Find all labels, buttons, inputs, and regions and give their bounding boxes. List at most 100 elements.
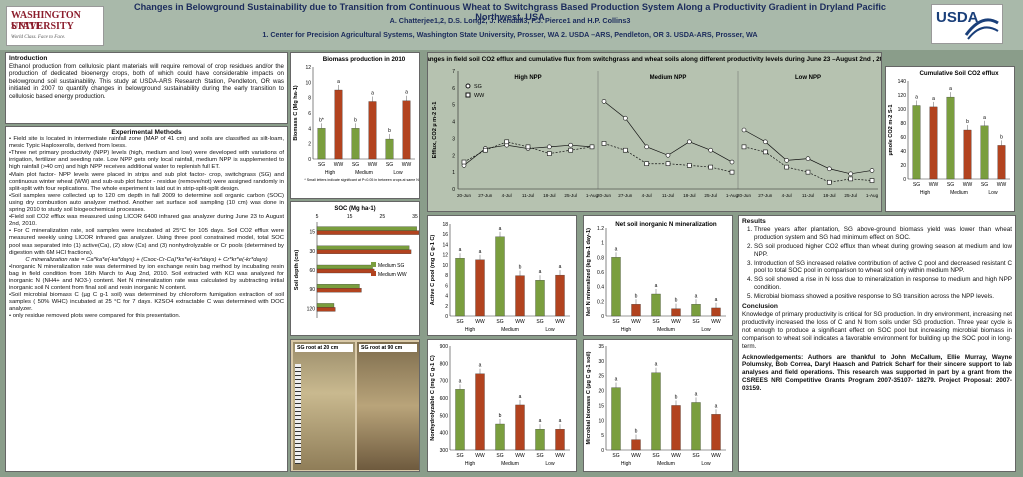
intro-heading: Introduction [9, 55, 48, 62]
bar [535, 429, 545, 451]
y-tick-label: 60 [900, 135, 906, 141]
significance-letter: a [559, 418, 562, 424]
y-tick-label: 6 [452, 86, 455, 92]
data-point [589, 144, 595, 150]
poster-header: WASHINGTON STATE UNIVERSITY World Class.… [0, 0, 1023, 50]
y-tick-label: 15 [598, 403, 604, 409]
y-tick-label: 1 [452, 170, 455, 176]
data-point [644, 161, 649, 167]
results-item: Microbial biomass showed a positive resp… [754, 293, 1012, 301]
panel-title: High NPP [514, 75, 541, 81]
chart-title: SOC (Mg ha-1) [334, 206, 375, 212]
y-axis-label: Nonhydrolyzable C (mg C g-1 C) [430, 355, 436, 441]
data-point [547, 144, 552, 150]
y-tick-label: 35 [598, 344, 604, 350]
group-label: High [325, 170, 336, 176]
significance-letter: a [539, 269, 542, 275]
significance-letter: b [635, 293, 638, 299]
soc-chart-panel: SOC (Mg ha-1) 5 15 25 35 Soil depth (cm) 15 30 6… [290, 201, 420, 336]
data-point [708, 147, 713, 153]
x-tick-label: 1-Aug [866, 193, 879, 198]
group-label: High [465, 461, 476, 467]
y-tick-label: 6 [445, 283, 448, 289]
y-axis-label: Biomass C (Mg ha-1) [293, 85, 299, 140]
x-tick-label: SG [318, 162, 325, 168]
legend-label: Medium WW [378, 272, 407, 278]
y-tick-label: 10 [598, 418, 604, 424]
x-tick-label: SG [536, 453, 543, 459]
data-point [644, 144, 649, 150]
photo-root-20cm: SG root at 20 cm [293, 342, 355, 470]
data-point [805, 156, 811, 161]
data-point [461, 159, 467, 165]
x-tick-label: SG [913, 182, 920, 188]
x-tick-label: WW [711, 319, 721, 325]
bar [402, 100, 411, 160]
bar [946, 96, 955, 180]
significance-letter: a [337, 79, 340, 85]
significance-letter: a [695, 293, 698, 299]
data-point [827, 179, 832, 185]
data-point [483, 147, 488, 153]
y-tick-label: 5 [452, 103, 455, 109]
y-tick-label: 80 [900, 121, 906, 127]
poster-affiliations: 1. Center for Precision Agricultural Sys… [262, 30, 758, 39]
x-tick-label: SG [456, 319, 463, 325]
legend-label: Medium SG [378, 263, 405, 269]
y-tick-label: 30 [309, 249, 315, 255]
y-tick-label: 14 [442, 242, 448, 248]
net-n-chart: Net soil inorganic N mineralization Net N… [586, 221, 726, 333]
data-point [784, 164, 789, 170]
data-point [741, 127, 747, 133]
x-tick-label: WW [711, 453, 721, 459]
y-tick-label: 0 [445, 314, 448, 320]
x-tick-label: 20-Jun [457, 193, 471, 198]
y-tick-label: 2 [445, 304, 448, 310]
y-tick-label: 300 [440, 448, 449, 454]
significance-letter: a [539, 418, 542, 424]
methods-item: • Field site is located in intermediate … [9, 136, 284, 150]
y-tick-label: 15 [309, 230, 315, 236]
significance-letter: a [459, 247, 462, 253]
bar [535, 280, 545, 317]
methods-item: • only residue removed plots were compar… [9, 313, 181, 320]
usda-ars-logo: USDA [931, 4, 1003, 44]
group-label: Low [393, 170, 403, 176]
bar [651, 293, 661, 317]
x-tick-label: WW [929, 182, 939, 188]
chart-note: * Small letters indicate significant at … [304, 178, 419, 182]
group-label: Medium [501, 461, 519, 467]
data-point [547, 151, 552, 156]
x-tick-label: 18-Jul [683, 193, 696, 198]
significance-letter: a [715, 403, 718, 409]
legend-swatch [371, 262, 376, 267]
y-tick-label: 4 [445, 294, 448, 300]
y-tick-label: 0.4 [597, 285, 604, 291]
y-tick-label: 90 [309, 287, 315, 293]
y-axis-label: Microbial biomass C (µg C g-1 soil) [586, 351, 592, 444]
x-tick-label: WW [334, 162, 344, 168]
data-point [687, 139, 692, 145]
y-tick-label: 400 [440, 431, 449, 437]
significance-letter: a [615, 377, 618, 383]
group-label: High [465, 327, 476, 333]
significance-letter: b [966, 119, 969, 125]
data-point [763, 149, 768, 155]
x-tick-label: WW [515, 319, 525, 325]
results-item: Introduction of SG increased relative co… [754, 260, 1012, 276]
soc-chart: SOC (Mg ha-1) 5 15 25 35 Soil depth (cm) 15 30 6… [294, 206, 420, 318]
y-tick-label: 2 [308, 142, 311, 148]
bar [351, 128, 360, 160]
x-tick-label: WW [475, 453, 485, 459]
x-tick-label: 5 [316, 214, 319, 220]
y-tick-label: 6 [308, 111, 311, 117]
bar [455, 389, 465, 451]
x-tick-label: 1-Aug [586, 193, 599, 198]
methods-item: • For C mineralization rate, soil sample… [9, 228, 284, 256]
x-tick-label: SG [536, 319, 543, 325]
significance-letter: a [983, 115, 986, 121]
nonhydrolyzable-chart: Nonhydrolyzable C (mg C g-1 C) 300 400 500 6… [430, 344, 570, 467]
x-tick-label: 20-Jun [597, 193, 611, 198]
x-tick-label: 4-Jul [502, 193, 512, 198]
bar [475, 259, 485, 317]
